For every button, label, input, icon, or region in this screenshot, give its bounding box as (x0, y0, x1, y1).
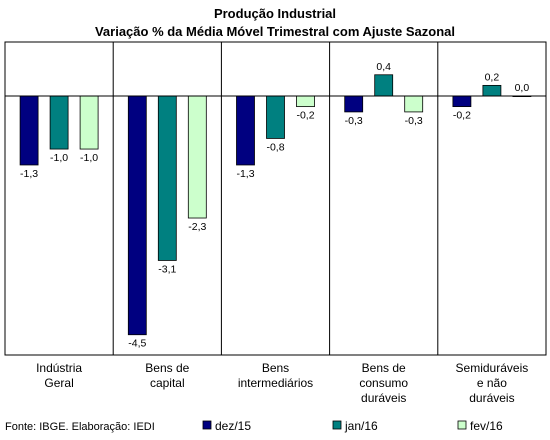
bar (19, 95, 39, 166)
category-label: Semiduráveis (456, 361, 529, 375)
data-label: -0,8 (266, 141, 284, 153)
data-label: 0,2 (485, 71, 500, 83)
data-label: 0,0 (515, 82, 530, 94)
bar (452, 95, 472, 108)
category-label: Indústria (36, 361, 82, 375)
legend: dez/15 jan/16 fev/16 (202, 419, 503, 433)
data-label: -0,3 (345, 115, 363, 127)
category-label: e não (477, 376, 507, 390)
data-label: -2,3 (188, 221, 206, 233)
category-label: Bens de (145, 361, 189, 375)
data-label: -1,3 (20, 168, 38, 180)
bar (296, 95, 315, 108)
bar (236, 95, 255, 166)
category-label: Bens (262, 361, 289, 375)
plot-frame (4, 41, 547, 356)
category-label: duráveis (361, 391, 406, 405)
chart-subtitle: Variação % da Média Móvel Trimestral com… (95, 24, 455, 39)
category-label: consumo (359, 376, 408, 390)
category-label: duráveis (469, 391, 514, 405)
data-label: -3,1 (158, 263, 176, 275)
category-label: Geral (44, 376, 73, 390)
legend-label: dez/15 (215, 419, 251, 433)
bar (127, 95, 147, 336)
category-label: intermediários (238, 376, 313, 390)
legend-swatch (457, 420, 467, 430)
category-label: Bens de (362, 361, 406, 375)
data-label: -0,2 (453, 110, 471, 122)
bar (187, 95, 207, 219)
bar (266, 95, 285, 139)
chart-title: Produção Industrial (214, 6, 336, 21)
bar (404, 95, 424, 113)
bar (157, 95, 177, 261)
bar (374, 74, 394, 97)
legend-label: jan/16 (344, 419, 378, 433)
legend-swatch (202, 420, 212, 430)
plot-area: -1,3 -1,0 -1,0 -4,5 -3,1 -2,3 -1,3 -0,8 -0,2 -0,3… (4, 41, 547, 356)
bar (79, 95, 99, 150)
data-label: -4,5 (128, 338, 146, 350)
category-label: capital (150, 376, 185, 390)
source-note: Fonte: IBGE. Elaboração: IEDI (5, 421, 155, 433)
data-label: -0,3 (405, 115, 423, 127)
data-label: -1,0 (50, 152, 68, 164)
data-label: -1,0 (80, 152, 98, 164)
legend-swatch (332, 420, 342, 430)
bar (482, 84, 502, 97)
data-label: 0,4 (376, 61, 391, 73)
legend-label: fev/16 (470, 419, 503, 433)
data-label: -0,2 (296, 110, 314, 122)
data-label: -1,3 (236, 168, 254, 180)
bar (344, 95, 364, 113)
bar (49, 95, 69, 150)
